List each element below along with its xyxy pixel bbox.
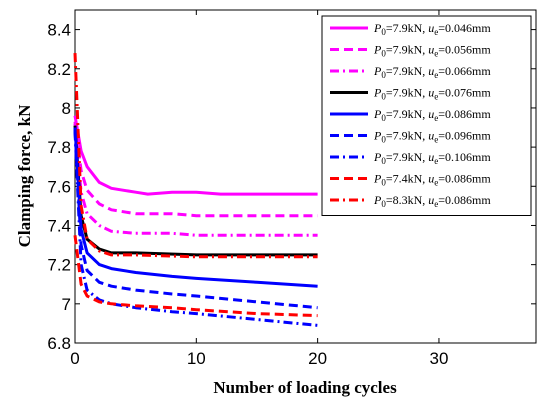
series-line-3 [73,123,318,237]
series-lines [73,53,318,327]
legend-label: P0=8.3kN, ue=0.086mm [373,193,491,209]
series-line-5 [73,127,318,288]
series-line-7 [73,131,318,327]
series-line-4 [73,125,318,257]
tick-labels: 0 10 20 30 6.8 7 7.2 7.4 7.6 7.8 8 8.2 8.4 [47,21,448,368]
y-tick-label: 8.2 [47,60,71,79]
series-line-6 [73,129,318,310]
legend-label: P0=7.9kN, ue=0.066mm [373,64,491,80]
legend-label: P0=7.9kN, ue=0.076mm [373,86,491,102]
y-axis-title: Clamping force, kN [15,104,34,247]
series-line-9 [73,53,318,259]
legend-box [321,15,532,216]
legend-label: P0=7.9kN, ue=0.056mm [373,43,491,59]
x-tick-label: 10 [187,349,206,368]
y-tick-label: 7.4 [47,216,71,235]
series-line-8 [73,235,318,318]
x-tick-label: 20 [308,349,327,368]
y-tick-label: 7.8 [47,138,71,157]
x-axis-title: Number of loading cycles [213,378,397,397]
legend-label: P0=7.9kN, ue=0.046mm [373,21,491,37]
x-tick-label: 0 [70,349,79,368]
legend-label: P0=7.9kN, ue=0.086mm [373,107,491,123]
y-tick-label: 7.6 [47,177,71,196]
legend: P0=7.9kN, ue=0.046mm P0=7.9kN, ue=0.056mm… [321,15,532,216]
legend-label: P0=7.9kN, ue=0.096mm [373,129,491,145]
legend-label: P0=7.4kN, ue=0.086mm [373,172,491,188]
x-tick-label: 30 [429,349,448,368]
y-tick-label: 8.4 [47,21,71,40]
series-line-1 [73,115,318,196]
y-tick-label: 7.2 [47,256,71,275]
plot-frame [74,9,537,344]
y-tick-label: 7 [62,295,71,314]
series-line-2 [73,121,318,218]
y-tick-label: 6.8 [47,334,71,353]
legend-label: P0=7.9kN, ue=0.106mm [373,150,491,166]
y-tick-label: 8 [62,99,71,118]
